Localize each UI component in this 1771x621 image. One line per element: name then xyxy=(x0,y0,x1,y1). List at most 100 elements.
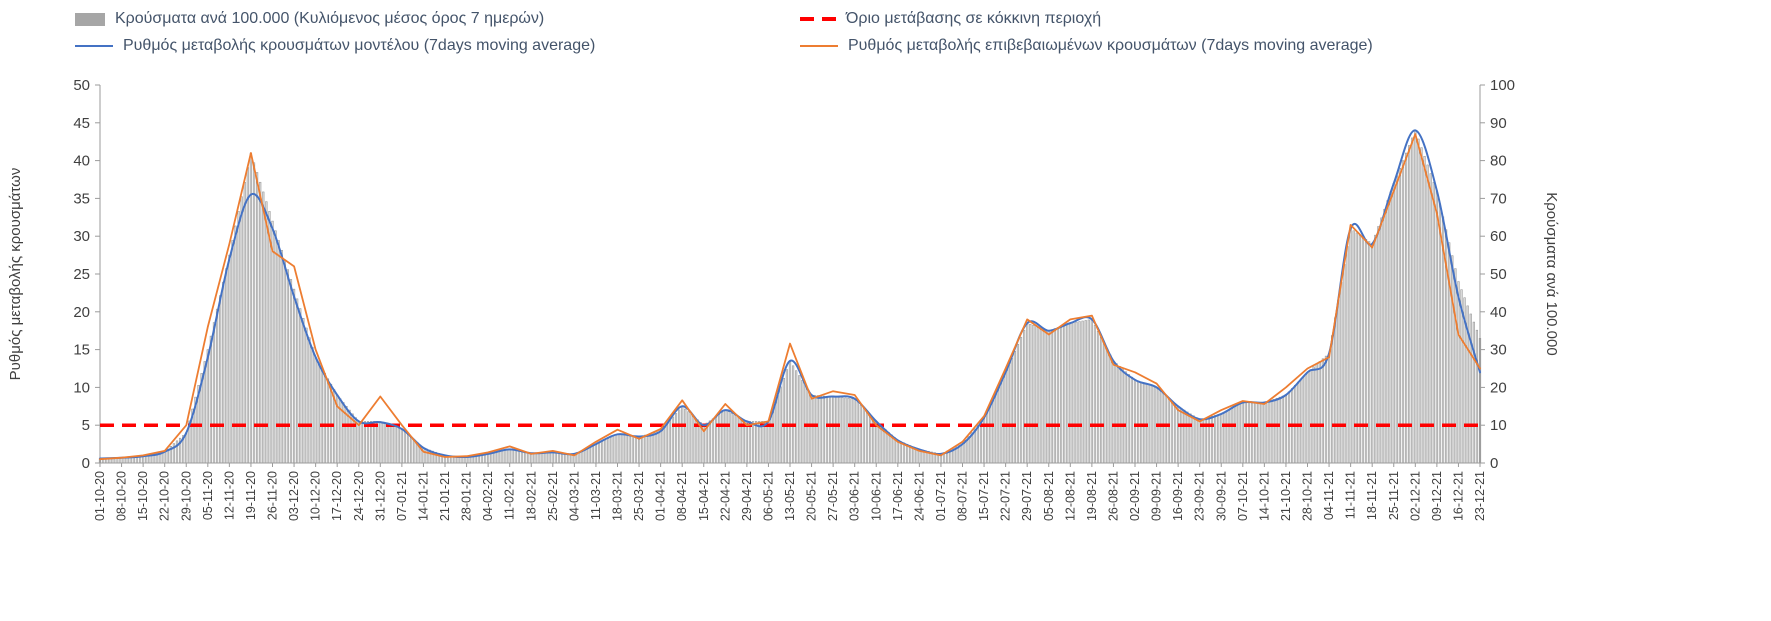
x-tick-label: 07-01-21 xyxy=(395,471,409,521)
right-tick-label: 80 xyxy=(1490,153,1507,170)
x-tick-label: 10-12-20 xyxy=(309,471,323,521)
right-tick-label: 100 xyxy=(1490,77,1515,94)
x-tick-label: 29-10-20 xyxy=(179,471,193,521)
x-tick-label: 31-12-20 xyxy=(373,471,387,521)
right-tick-label: 70 xyxy=(1490,190,1507,207)
x-tick-label: 22-07-21 xyxy=(999,471,1013,521)
x-tick-label: 15-07-21 xyxy=(977,471,991,521)
x-tick-label: 13-05-21 xyxy=(783,471,797,521)
x-tick-label: 22-10-20 xyxy=(158,471,172,521)
x-tick-label: 17-12-20 xyxy=(330,471,344,521)
x-tick-label: 14-01-21 xyxy=(416,471,430,521)
left-tick-label: 10 xyxy=(73,379,90,396)
left-tick-label: 35 xyxy=(73,190,90,207)
x-tick-label: 24-12-20 xyxy=(352,471,366,521)
x-tick-label: 23-09-21 xyxy=(1193,471,1207,521)
x-tick-label: 21-10-21 xyxy=(1279,471,1293,521)
confirmed-line-swatch xyxy=(800,45,838,47)
x-tick-label: 15-04-21 xyxy=(697,471,711,521)
left-tick-label: 0 xyxy=(82,455,90,472)
x-tick-label: 01-10-20 xyxy=(93,471,107,521)
threshold-swatch xyxy=(800,16,836,22)
x-tick-label: 03-06-21 xyxy=(848,471,862,521)
x-tick-label: 19-08-21 xyxy=(1085,471,1099,521)
x-tick-label: 02-12-21 xyxy=(1408,471,1422,521)
x-tick-label: 16-09-21 xyxy=(1171,471,1185,521)
x-tick-label: 09-09-21 xyxy=(1150,471,1164,521)
x-tick-label: 24-06-21 xyxy=(912,471,926,521)
x-tick-label: 08-10-20 xyxy=(115,471,129,521)
x-tick-label: 12-08-21 xyxy=(1063,471,1077,521)
x-tick-label: 07-10-21 xyxy=(1236,471,1250,521)
right-tick-label: 20 xyxy=(1490,379,1507,396)
axes: 0 5 10 15 20 25 30 35 40 45 50 0 10 20 30 40 50 60 70 80 90 1… xyxy=(73,77,1515,521)
x-tick-label: 22-04-21 xyxy=(718,471,732,521)
legend-item-red-threshold: Όριο μετάβασης σε κόκκινη περιοχή xyxy=(800,10,1373,28)
legend-label-red-threshold: Όριο μετάβασης σε κόκκινη περιοχή xyxy=(846,10,1102,27)
x-tick-label: 11-03-21 xyxy=(589,471,603,520)
legend-label-cases-bars: Κρούσματα ανά 100.000 (Κυλιόμενος μέσος … xyxy=(115,10,545,27)
legend: Κρούσματα ανά 100.000 (Κυλιόμενος μέσος … xyxy=(75,10,1373,55)
left-tick-label: 40 xyxy=(73,153,90,170)
model-line-swatch xyxy=(75,45,113,47)
x-tick-label: 02-09-21 xyxy=(1128,471,1142,521)
right-axis-title: Κρούσματα ανά 100.000 xyxy=(1543,192,1560,355)
x-tick-label: 08-07-21 xyxy=(956,471,970,521)
right-tick-label: 10 xyxy=(1490,417,1507,434)
confirmed-line xyxy=(99,133,1481,461)
legend-item-model-line: Ρυθμός μεταβολής κρουσμάτων μοντέλου (7d… xyxy=(75,37,800,55)
x-tick-label: 26-11-20 xyxy=(266,471,280,520)
x-tick-label: 26-08-21 xyxy=(1106,471,1120,521)
legend-label-model-line: Ρυθμός μεταβολής κρουσμάτων μοντέλου (7d… xyxy=(123,37,596,54)
right-tick-label: 0 xyxy=(1490,455,1498,472)
x-tick-label: 18-02-21 xyxy=(524,471,538,521)
x-tick-label: 01-04-21 xyxy=(654,471,668,521)
x-tick-label: 05-08-21 xyxy=(1042,471,1056,521)
x-tick-label: 04-03-21 xyxy=(567,471,581,521)
legend-item-cases-bars: Κρούσματα ανά 100.000 (Κυλιόμενος μέσος … xyxy=(75,10,800,28)
x-tick-label: 29-07-21 xyxy=(1020,471,1034,521)
x-tick-label: 29-04-21 xyxy=(740,471,754,521)
right-tick-label: 90 xyxy=(1490,115,1507,132)
right-tick-label: 30 xyxy=(1490,342,1507,359)
x-tick-label: 14-10-21 xyxy=(1257,471,1271,521)
x-tick-label: 25-11-21 xyxy=(1387,471,1401,520)
x-tick-label: 20-05-21 xyxy=(805,471,819,521)
x-tick-label: 25-03-21 xyxy=(632,471,646,521)
x-tick-label: 10-06-21 xyxy=(869,471,883,521)
x-tick-label: 04-02-21 xyxy=(481,471,495,521)
right-tick-label: 60 xyxy=(1490,228,1507,245)
x-tick-label: 04-11-21 xyxy=(1322,471,1336,520)
x-tick-label: 03-12-20 xyxy=(287,471,301,521)
x-tick-label: 17-06-21 xyxy=(891,471,905,521)
x-tick-label: 05-11-20 xyxy=(201,471,215,520)
left-tick-label: 20 xyxy=(73,304,90,321)
x-tick-label: 01-07-21 xyxy=(934,471,948,521)
right-tick-label: 40 xyxy=(1490,304,1507,321)
x-tick-label: 21-01-21 xyxy=(438,471,452,521)
x-tick-label: 28-10-21 xyxy=(1301,471,1315,521)
left-axis-title: Ρυθμός μεταβολής κρουσμάτων xyxy=(7,168,24,381)
x-tick-label: 23-12-21 xyxy=(1473,471,1487,521)
x-tick-label: 25-02-21 xyxy=(546,471,560,521)
left-tick-label: 5 xyxy=(82,417,90,434)
legend-item-confirmed-line: Ρυθμός μεταβολής επιβεβαιωμένων κρουσμάτ… xyxy=(800,37,1373,55)
bar-series xyxy=(98,130,1482,464)
x-tick-label: 11-02-21 xyxy=(503,471,517,520)
x-tick-label: 06-05-21 xyxy=(761,471,775,521)
x-tick-label: 19-11-20 xyxy=(244,471,258,520)
x-tick-label: 16-12-21 xyxy=(1451,471,1465,521)
x-tick-label: 11-11-21 xyxy=(1344,471,1358,519)
x-tick-label: 09-12-21 xyxy=(1430,471,1444,521)
model-line xyxy=(99,129,1481,460)
legend-label-confirmed-line: Ρυθμός μεταβολής επιβεβαιωμένων κρουσμάτ… xyxy=(848,37,1373,54)
left-tick-label: 30 xyxy=(73,228,90,245)
left-tick-label: 45 xyxy=(73,115,90,132)
x-tick-label: 08-04-21 xyxy=(675,471,689,521)
x-tick-label: 15-10-20 xyxy=(136,471,150,521)
x-tick-label: 12-11-20 xyxy=(222,471,236,520)
right-tick-label: 50 xyxy=(1490,266,1507,283)
x-tick-label: 30-09-21 xyxy=(1214,471,1228,521)
